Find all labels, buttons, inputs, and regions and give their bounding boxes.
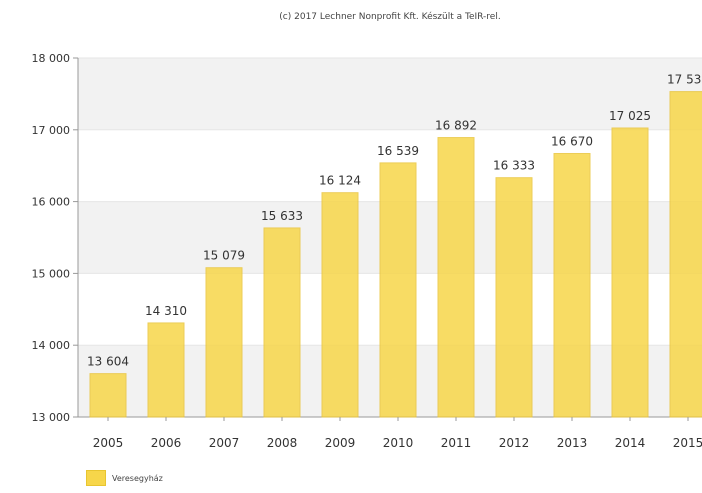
y-tick-label: 16 000: [32, 196, 71, 209]
legend: Veresegyház: [86, 470, 163, 486]
x-tick-label: 2012: [499, 436, 530, 450]
x-tick-label: 2013: [557, 436, 588, 450]
bar: [321, 192, 359, 418]
data-label: 16 124: [319, 174, 361, 188]
data-label: 15 633: [261, 209, 303, 223]
y-tick-label: 15 000: [32, 267, 71, 280]
bar: [553, 152, 591, 418]
bar: [205, 267, 243, 418]
bar: [611, 127, 649, 418]
bar: [669, 91, 702, 418]
x-tick-label: 2010: [383, 436, 414, 450]
bar: [147, 322, 185, 418]
x-tick-label: 2007: [209, 436, 240, 450]
x-tick-label: 2014: [615, 436, 646, 450]
bar: [89, 373, 127, 418]
data-label: 16 892: [435, 119, 477, 133]
x-tick-label: 2015: [673, 436, 702, 450]
data-label: 17 025: [609, 109, 651, 123]
bar: [263, 227, 301, 418]
bar: [379, 162, 417, 418]
bar: [437, 137, 475, 418]
y-tick-label: 14 000: [32, 339, 71, 352]
data-label: 16 333: [493, 159, 535, 173]
data-label: 14 310: [145, 304, 187, 318]
grid-band: [78, 58, 702, 130]
x-tick-label: 2011: [441, 436, 472, 450]
data-label: 16 670: [551, 134, 593, 148]
x-tick-label: 2008: [267, 436, 298, 450]
legend-swatch: [86, 470, 106, 486]
x-tick-label: 2005: [93, 436, 124, 450]
data-label: 13 604: [87, 355, 129, 369]
x-tick-label: 2009: [325, 436, 356, 450]
data-label: 15 079: [203, 249, 245, 263]
chart-credit: (c) 2017 Lechner Nonprofit Kft. Készült …: [279, 12, 501, 22]
legend-label: Veresegyház: [112, 473, 163, 483]
bar: [495, 177, 533, 418]
y-tick-label: 17 000: [32, 124, 71, 137]
x-tick-label: 2006: [151, 436, 182, 450]
y-tick-label: 13 000: [32, 411, 71, 424]
y-tick-label: 18 000: [32, 52, 71, 65]
data-label: 16 539: [377, 144, 419, 158]
data-label: 17 532: [667, 73, 702, 87]
